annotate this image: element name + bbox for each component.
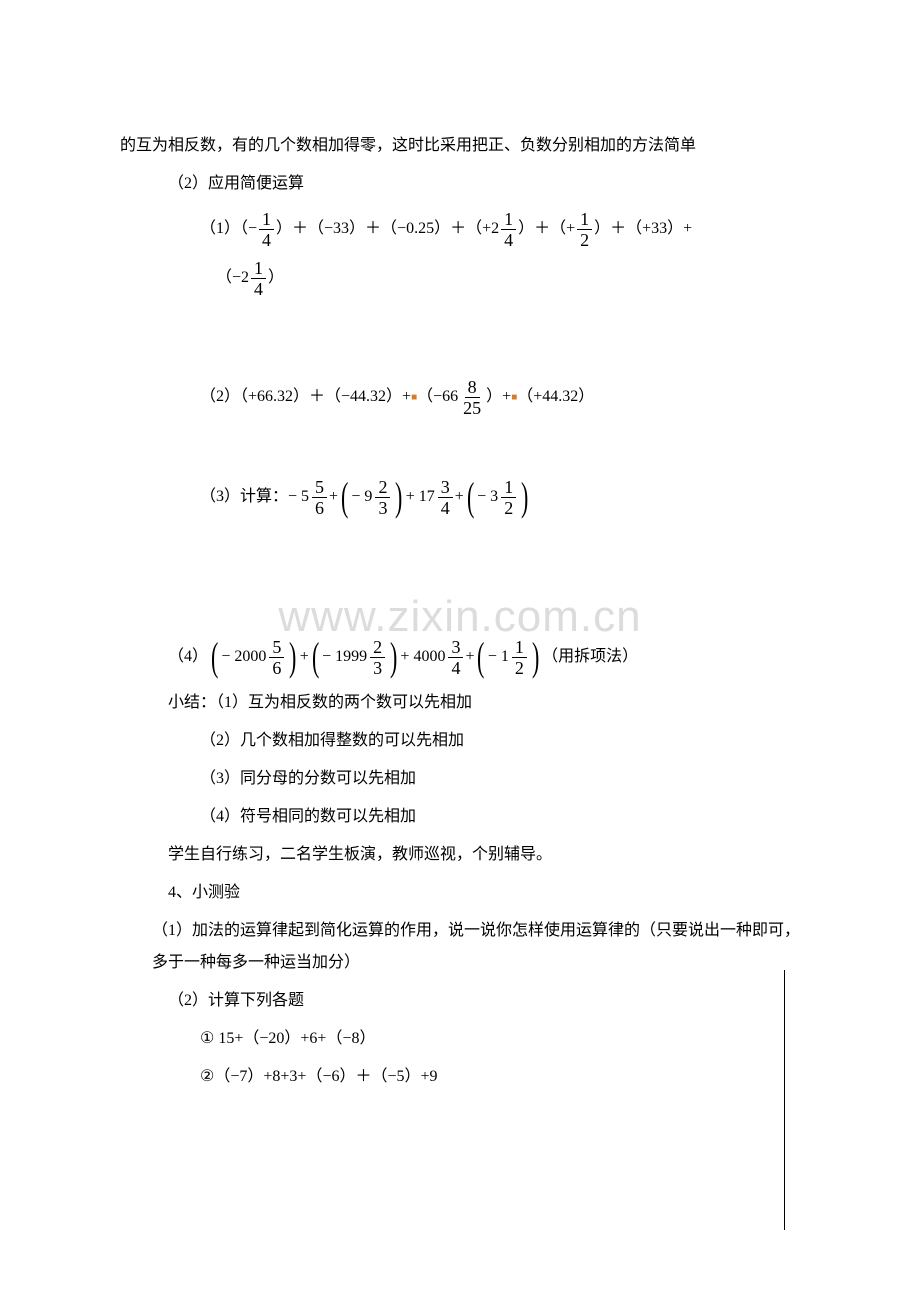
fraction: 14 bbox=[251, 259, 266, 298]
fraction: 14 bbox=[259, 210, 274, 249]
summary-4: （4）符号相同的数可以先相加 bbox=[120, 801, 800, 833]
summary-2: （2）几个数相加得整数的可以先相加 bbox=[120, 725, 800, 757]
p1-text: （−2 bbox=[216, 267, 249, 289]
fraction: 56 bbox=[312, 478, 327, 517]
fraction: 825 bbox=[460, 378, 484, 417]
summary-1: 小结：（1）互为相反数的两个数可以先相加 bbox=[120, 687, 800, 719]
p1-label: （1）（− bbox=[200, 218, 257, 240]
problem-3: （3）计算： − 556 + (− 923) + 1734 + (− 312) bbox=[120, 477, 800, 517]
p3-label: （3）计算： bbox=[200, 486, 288, 508]
problem-4: （4） (− 200056) + (− 199923) + 400034 + (… bbox=[120, 637, 800, 677]
fraction: 34 bbox=[438, 478, 453, 517]
quiz-q1: ① 15+（−20）+6+（−8） bbox=[120, 1023, 800, 1055]
quiz-1: （1）加法的运算律起到简化运算的作用，说一说你怎样使用运算律的（只要说出一种即可… bbox=[120, 915, 800, 979]
p1-text: ）＋（−33）＋（−0.25）＋（+2 bbox=[276, 218, 499, 240]
fraction: 14 bbox=[501, 210, 516, 249]
p1-text: ） bbox=[268, 267, 284, 289]
p2-text: （2）（+66.32）＋（−44.32）+ bbox=[200, 386, 411, 408]
section-2-title: （2）应用简便运算 bbox=[120, 168, 800, 200]
document-body: 的互为相反数，有的几个数相加得零，这时比采用把正、负数分别相加的方法简单 （2）… bbox=[120, 130, 800, 1093]
p2-text: （−66 bbox=[417, 386, 458, 408]
fraction: 12 bbox=[577, 210, 592, 249]
p4-tail: （用拆项法） bbox=[542, 646, 638, 668]
p4-label: （4） bbox=[168, 646, 208, 668]
intro-paragraph: 的互为相反数，有的几个数相加得零，这时比采用把正、负数分别相加的方法简单 bbox=[120, 130, 800, 162]
p1-text: ）＋（+ bbox=[518, 218, 575, 240]
fraction: 56 bbox=[269, 638, 284, 677]
p2-text: ）+ bbox=[486, 386, 511, 408]
fraction: 34 bbox=[448, 638, 463, 677]
fraction: 23 bbox=[375, 478, 390, 517]
fraction: 23 bbox=[370, 638, 385, 677]
quiz-title: 4、小测验 bbox=[120, 877, 800, 909]
practice-line: 学生自行练习，二名学生板演，教师巡视，个别辅导。 bbox=[120, 839, 800, 871]
quiz-2: （2）计算下列各题 bbox=[120, 985, 800, 1017]
fraction: 12 bbox=[512, 638, 527, 677]
p2-text: （+44.32） bbox=[517, 386, 594, 408]
problem-1-line2: （−2 14 ） bbox=[120, 259, 800, 298]
summary-3: （3）同分母的分数可以先相加 bbox=[120, 763, 800, 795]
fraction: 12 bbox=[501, 478, 516, 517]
p1-text: ）＋（+33）+ bbox=[594, 218, 692, 240]
problem-2: （2）（+66.32）＋（−44.32）+ ■ （−66 825 ）+ ■ （+… bbox=[120, 378, 800, 417]
problem-1-line1: （1）（− 14 ）＋（−33）＋（−0.25）＋（+2 14 ）＋（+ 12 … bbox=[120, 210, 800, 249]
quiz-q2: ②（−7）+8+3+（−6）＋（−5）+9 bbox=[120, 1061, 800, 1093]
